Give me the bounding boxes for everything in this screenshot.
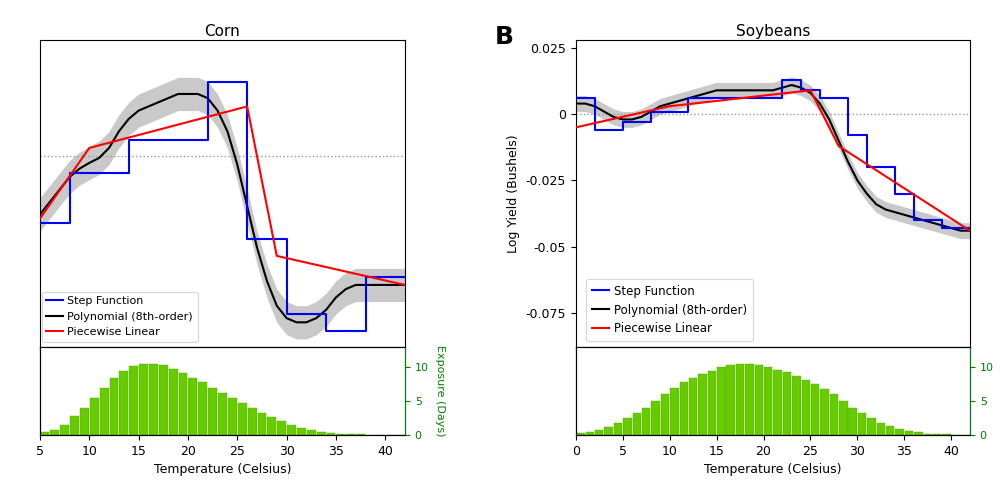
Bar [830,394,838,435]
Bar [642,408,650,435]
Bar [773,370,782,435]
Bar [764,368,772,435]
Bar [586,432,594,435]
Bar [198,382,207,435]
Bar [80,408,89,435]
Title: Corn: Corn [205,24,240,39]
Bar [346,434,355,435]
Bar [119,371,128,435]
Bar [680,382,688,435]
Bar [287,425,296,435]
Title: Soybeans: Soybeans [736,24,810,39]
Bar [604,427,613,435]
Bar [848,408,857,435]
Bar [576,433,585,435]
X-axis label: Temperature (Celsius): Temperature (Celsius) [154,464,291,476]
Bar [736,364,744,435]
Bar [867,418,876,435]
Bar [698,374,707,435]
Bar [336,434,345,435]
Bar [755,366,763,435]
Bar [820,389,829,435]
Bar [317,432,326,435]
Bar [208,388,217,435]
Bar [633,414,641,435]
Bar [877,423,885,435]
Bar [661,394,669,435]
Bar [905,431,913,435]
Bar [708,371,716,435]
Y-axis label: Log Yield (Bushels): Log Yield (Bushels) [507,134,520,253]
Bar [726,366,735,435]
Bar [179,373,187,435]
Bar [267,417,276,435]
Bar [40,432,49,435]
Bar [70,416,79,435]
Bar [356,434,365,435]
Bar [159,366,168,435]
Bar [149,364,158,435]
Bar [169,369,178,435]
Bar [129,366,138,435]
Bar [651,401,660,435]
Bar [277,422,286,435]
Bar [297,428,306,435]
Bar [670,388,679,435]
Bar [595,430,603,435]
Bar [100,388,109,435]
Bar [839,401,848,435]
Bar [802,380,810,435]
Bar [886,426,894,435]
Bar [90,398,99,435]
Bar [811,384,819,435]
Bar [689,378,697,435]
Bar [895,429,904,435]
Bar [614,423,622,435]
Bar [327,433,335,435]
Y-axis label: Exposure (Days): Exposure (Days) [435,346,445,437]
Bar [248,408,257,435]
Bar [307,430,316,435]
Bar [50,430,59,435]
Bar [60,425,69,435]
Bar [792,376,801,435]
Legend: Step Function, Polynomial (8th-order), Piecewise Linear: Step Function, Polynomial (8th-order), P… [42,292,198,342]
Text: B: B [495,25,514,49]
Bar [717,368,726,435]
Bar [258,412,266,435]
Bar [933,434,941,435]
Legend: Step Function, Polynomial (8th-order), Piecewise Linear: Step Function, Polynomial (8th-order), P… [586,278,753,342]
Bar [188,378,197,435]
Bar [942,434,951,435]
Bar [139,364,148,435]
Bar [623,418,632,435]
Bar [218,393,227,435]
Bar [924,434,932,435]
Bar [914,432,923,435]
Bar [745,364,754,435]
X-axis label: Temperature (Celsius): Temperature (Celsius) [704,464,842,476]
Bar [238,402,247,435]
Bar [110,378,118,435]
Bar [228,398,237,435]
Bar [783,372,791,435]
Bar [858,414,866,435]
